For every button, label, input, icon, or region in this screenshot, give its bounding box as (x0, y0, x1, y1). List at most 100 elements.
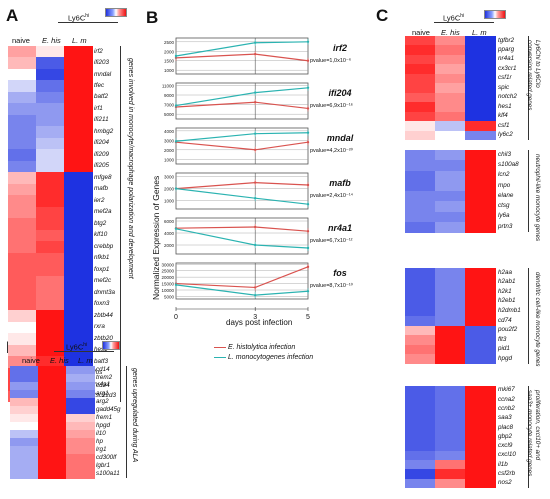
gene-label-cd300lf: cd300lf (96, 453, 117, 461)
panel-a-heatmap-cell (36, 206, 65, 219)
panel-a-heatmap-cell (8, 46, 37, 58)
panel-a-heatmap-cell (64, 137, 93, 150)
panel-c-heatmap-cell (435, 413, 466, 424)
panel-c-heatmap-cell (435, 354, 466, 365)
legend-swatch-lm (214, 356, 226, 358)
panel-c-heatmap-cell (435, 469, 466, 480)
panel-a-heatmap-cell (36, 298, 65, 311)
panel-a-heatmap-cell (8, 344, 37, 357)
panel-label-a: A (6, 6, 19, 25)
panel-c-heatmap-cell (465, 73, 496, 84)
panel-d-heatmap-cell (38, 374, 67, 383)
gene-label-tgfbr2: tgfbr2 (498, 36, 515, 44)
panel-c-heatmap-cell (465, 180, 496, 192)
panel-d-heatmap-cell (66, 430, 95, 439)
panel-c-heatmap-cell (405, 335, 436, 346)
panel-c-heatmap-cell (405, 413, 436, 424)
panel-d-heatmap-cell (66, 366, 95, 375)
gene-title-mndal: mndal (327, 133, 354, 143)
gene-label-pou2f2: pou2f2 (498, 326, 518, 334)
panel-a-heatmap-cell (8, 206, 37, 219)
panel-a-heatmap-cell (64, 218, 93, 231)
pvalue-label-irf2: pvalue=1,0x10⁻⁶ (310, 57, 351, 64)
panel-c-heatmap-cell (465, 413, 496, 424)
panel-d-heatmap-cell (10, 446, 39, 455)
gene-label-foxp1: foxp1 (94, 265, 110, 273)
panel-a-heatmap-cell (36, 344, 65, 357)
panel-c-heatmap-cell (435, 386, 466, 396)
gene-label-cd24: cd24 (96, 381, 110, 389)
gene-label-pparg: pparg (498, 45, 515, 53)
panel-c-heatmap-cell (405, 268, 436, 279)
panel-c-heatmap-cell (405, 83, 436, 94)
panel-a-heatmap-cell (64, 275, 93, 288)
gene-label-lrg1: lrg1 (96, 445, 107, 453)
panel-a-heatmap-cell (36, 252, 65, 265)
panel-a-heatmap-cell (8, 172, 37, 185)
gene-label-mndal: mndal (94, 70, 112, 78)
panel-a-heatmap-cell (8, 137, 37, 150)
panel-c-heatmap-cell (465, 160, 496, 171)
series-line-mafb-1 (175, 188, 309, 205)
panel-d-heatmap-cell (66, 422, 95, 431)
gene-label-mafb: mafb (94, 185, 108, 193)
panel-a-heatmap-cell (64, 252, 93, 265)
panel-a-heatmap-cell (36, 333, 65, 346)
gene-label-csf1r: csf1r (498, 74, 512, 82)
panel-c-heatmap-cell (435, 150, 466, 161)
gene-label-dnmt3a: dnmt3a (94, 288, 116, 296)
pvalue-label-fos: pvalue=8,7x10⁻¹⁰ (310, 282, 354, 289)
gene-label-cd14: cd14 (96, 365, 110, 373)
y-tick-label-mndal: 1000 (164, 157, 175, 162)
panel-d-heatmap-cell (10, 430, 39, 439)
panel-a-heatmap-cell (8, 275, 37, 288)
panel-c-annotation-1: conversion related genes (526, 40, 533, 111)
panel-a-annotation: genes involved in monocyte/macrophage po… (127, 58, 134, 279)
panel-c-heatmap-cell (435, 296, 466, 307)
series-line-mndal-1 (175, 132, 309, 142)
y-tick-label-ifi204: 5000 (164, 112, 175, 117)
gene-label-hes1: hes1 (94, 346, 108, 354)
panel-c-heatmap-cell (435, 460, 466, 470)
y-tick-label-fos: 20000 (161, 275, 174, 280)
panel-d-heatmap-cell (10, 438, 39, 447)
panel-c-bracket-3 (528, 268, 529, 364)
gene-label-nr4a1: nr4a1 (94, 380, 111, 388)
panel-a-heatmap (8, 46, 93, 403)
panel-c-heatmap-cell (435, 325, 466, 336)
panel-a-heatmap-cell (64, 46, 93, 58)
panel-c-heatmap-cell (435, 344, 466, 355)
panel-a-heatmap-cell (36, 160, 65, 173)
panel-d-annotation: genes upregulated during ALA (131, 368, 138, 463)
panel-c-annotation-3: dendritic cell-like monocyte genes (534, 272, 541, 367)
panel-c-heatmap-cell (435, 121, 466, 132)
panel-c-heatmap-cell (435, 478, 466, 489)
y-tick-label-ifi204: 7000 (164, 103, 175, 108)
panel-d-heatmap-cell (66, 470, 95, 479)
panel-d-heatmap-cell (38, 398, 67, 407)
panel-a-heatmap-cell (36, 68, 65, 81)
panel-d-heatmap-cell (38, 406, 67, 415)
gene-label-tfec: tfec (94, 81, 105, 89)
panel-a-heatmap-cell (64, 229, 93, 242)
panel-c-heatmap-cell (465, 268, 496, 279)
panel-c-heatmap-cell (405, 211, 436, 223)
panel-a-heatmap-cell (64, 321, 93, 334)
gene-label-h2dmb1: h2dmb1 (498, 307, 521, 314)
gene-label-spic: spic (498, 83, 510, 91)
panel-a-heatmap-cell (64, 333, 93, 346)
panel-d-heatmap-cell (38, 414, 67, 423)
panel-a-heatmap-cell (8, 80, 37, 93)
panel-c-heatmap-cell (405, 432, 436, 443)
gene-label-irf1: irf1 (94, 104, 103, 112)
panel-c-heatmap-cell (435, 130, 466, 141)
panel-a-heatmap-cell (36, 264, 65, 277)
subplot-frame-nr4a1 (175, 217, 309, 255)
panel-a-heatmap-cell (36, 183, 65, 196)
gene-title-mafb: mafb (329, 178, 351, 188)
gene-label-ifi209: ifi209 (94, 150, 110, 158)
panel-c-heatmap-cell (435, 277, 466, 288)
panel-c-heatmap-cell (405, 460, 436, 470)
gene-label-prtn3: prtn3 (498, 222, 513, 230)
panel-c-heatmap-cell (465, 316, 496, 327)
